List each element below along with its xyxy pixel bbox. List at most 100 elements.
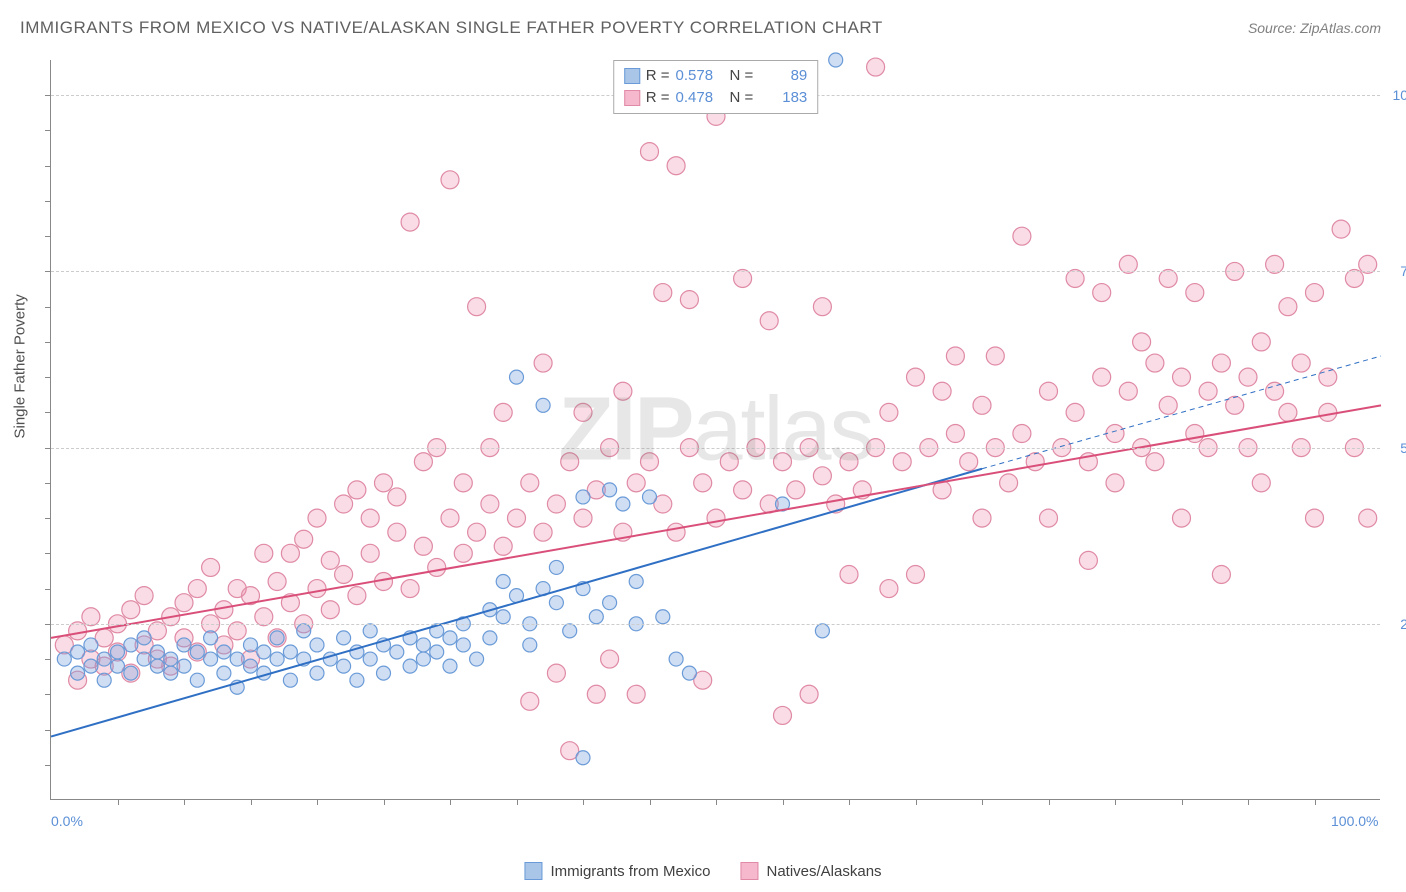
- y-tick-label: 50.0%: [1400, 440, 1406, 456]
- source-name: ZipAtlas.com: [1300, 20, 1381, 36]
- y-tick-mark: [45, 448, 51, 449]
- data-point-natives: [481, 495, 499, 513]
- data-point-mexico: [629, 575, 643, 589]
- data-point-natives: [401, 213, 419, 231]
- data-point-natives: [946, 425, 964, 443]
- x-tick-mark: [118, 799, 119, 805]
- data-point-natives: [1040, 509, 1058, 527]
- chart-container: IMMIGRANTS FROM MEXICO VS NATIVE/ALASKAN…: [0, 0, 1406, 892]
- x-tick-mark: [650, 799, 651, 805]
- data-point-natives: [1000, 474, 1018, 492]
- data-point-natives: [561, 453, 579, 471]
- data-point-natives: [1306, 284, 1324, 302]
- data-point-natives: [1212, 354, 1230, 372]
- data-point-natives: [428, 558, 446, 576]
- data-point-natives: [268, 573, 286, 591]
- bottom-legend: Immigrants from MexicoNatives/Alaskans: [524, 862, 881, 880]
- data-point-natives: [281, 544, 299, 562]
- x-tick-mark: [583, 799, 584, 805]
- stats-swatch-natives: [624, 90, 640, 106]
- data-point-mexico: [111, 659, 125, 673]
- grid-line: [51, 448, 1380, 449]
- y-tick-mark: [45, 130, 51, 131]
- data-point-natives: [388, 488, 406, 506]
- data-point-natives: [641, 143, 659, 161]
- data-point-natives: [813, 467, 831, 485]
- data-point-natives: [880, 403, 898, 421]
- data-point-natives: [1252, 333, 1270, 351]
- data-point-mexico: [603, 483, 617, 497]
- source-label: Source:: [1248, 20, 1300, 36]
- y-tick-mark: [45, 518, 51, 519]
- data-point-mexico: [204, 631, 218, 645]
- data-point-mexico: [669, 652, 683, 666]
- y-tick-label: 100.0%: [1393, 87, 1406, 103]
- data-point-mexico: [576, 751, 590, 765]
- data-point-mexico: [430, 645, 444, 659]
- data-point-natives: [907, 565, 925, 583]
- data-point-mexico: [496, 575, 510, 589]
- y-tick-label: 25.0%: [1400, 616, 1406, 632]
- data-point-mexico: [470, 652, 484, 666]
- data-point-natives: [135, 587, 153, 605]
- y-tick-mark: [45, 730, 51, 731]
- y-tick-mark: [45, 694, 51, 695]
- data-point-mexico: [815, 624, 829, 638]
- data-point-mexico: [150, 645, 164, 659]
- data-point-natives: [494, 403, 512, 421]
- x-tick-mark: [317, 799, 318, 805]
- data-point-mexico: [297, 624, 311, 638]
- scatter-svg: [51, 60, 1380, 799]
- data-point-mexico: [244, 638, 258, 652]
- y-tick-mark: [45, 765, 51, 766]
- data-point-natives: [667, 523, 685, 541]
- data-point-mexico: [257, 645, 271, 659]
- y-tick-mark: [45, 95, 51, 96]
- data-point-mexico: [164, 666, 178, 680]
- data-point-mexico: [230, 652, 244, 666]
- data-point-mexico: [603, 596, 617, 610]
- data-point-natives: [388, 523, 406, 541]
- data-point-mexico: [244, 659, 258, 673]
- data-point-natives: [321, 551, 339, 569]
- data-point-natives: [774, 453, 792, 471]
- data-point-mexico: [84, 638, 98, 652]
- data-point-mexico: [217, 645, 231, 659]
- data-point-natives: [1133, 333, 1151, 351]
- data-point-mexico: [190, 673, 204, 687]
- data-point-mexico: [496, 610, 510, 624]
- data-point-mexico: [177, 638, 191, 652]
- y-tick-mark: [45, 377, 51, 378]
- data-point-mexico: [483, 631, 497, 645]
- x-tick-mark: [384, 799, 385, 805]
- x-tick-mark: [916, 799, 917, 805]
- data-point-mexico: [283, 645, 297, 659]
- y-tick-mark: [45, 342, 51, 343]
- grid-line: [51, 271, 1380, 272]
- data-point-mexico: [363, 652, 377, 666]
- data-point-mexico: [270, 631, 284, 645]
- data-point-mexico: [204, 652, 218, 666]
- data-point-mexico: [443, 659, 457, 673]
- data-point-natives: [1119, 382, 1137, 400]
- data-point-natives: [401, 580, 419, 598]
- data-point-natives: [800, 685, 818, 703]
- x-tick-mark: [1315, 799, 1316, 805]
- data-point-natives: [893, 453, 911, 471]
- data-point-natives: [441, 171, 459, 189]
- data-point-natives: [361, 544, 379, 562]
- x-tick-mark: [1182, 799, 1183, 805]
- data-point-natives: [202, 558, 220, 576]
- data-point-natives: [508, 509, 526, 527]
- y-tick-mark: [45, 271, 51, 272]
- chart-title: IMMIGRANTS FROM MEXICO VS NATIVE/ALASKAN…: [20, 18, 883, 38]
- data-point-natives: [933, 382, 951, 400]
- r-label: R =: [646, 65, 670, 87]
- data-point-natives: [414, 453, 432, 471]
- y-tick-mark: [45, 624, 51, 625]
- data-point-natives: [1212, 565, 1230, 583]
- source-attribution: Source: ZipAtlas.com: [1248, 20, 1381, 36]
- legend-label-mexico: Immigrants from Mexico: [550, 863, 710, 880]
- data-point-natives: [521, 692, 539, 710]
- n-value: 183: [759, 87, 807, 109]
